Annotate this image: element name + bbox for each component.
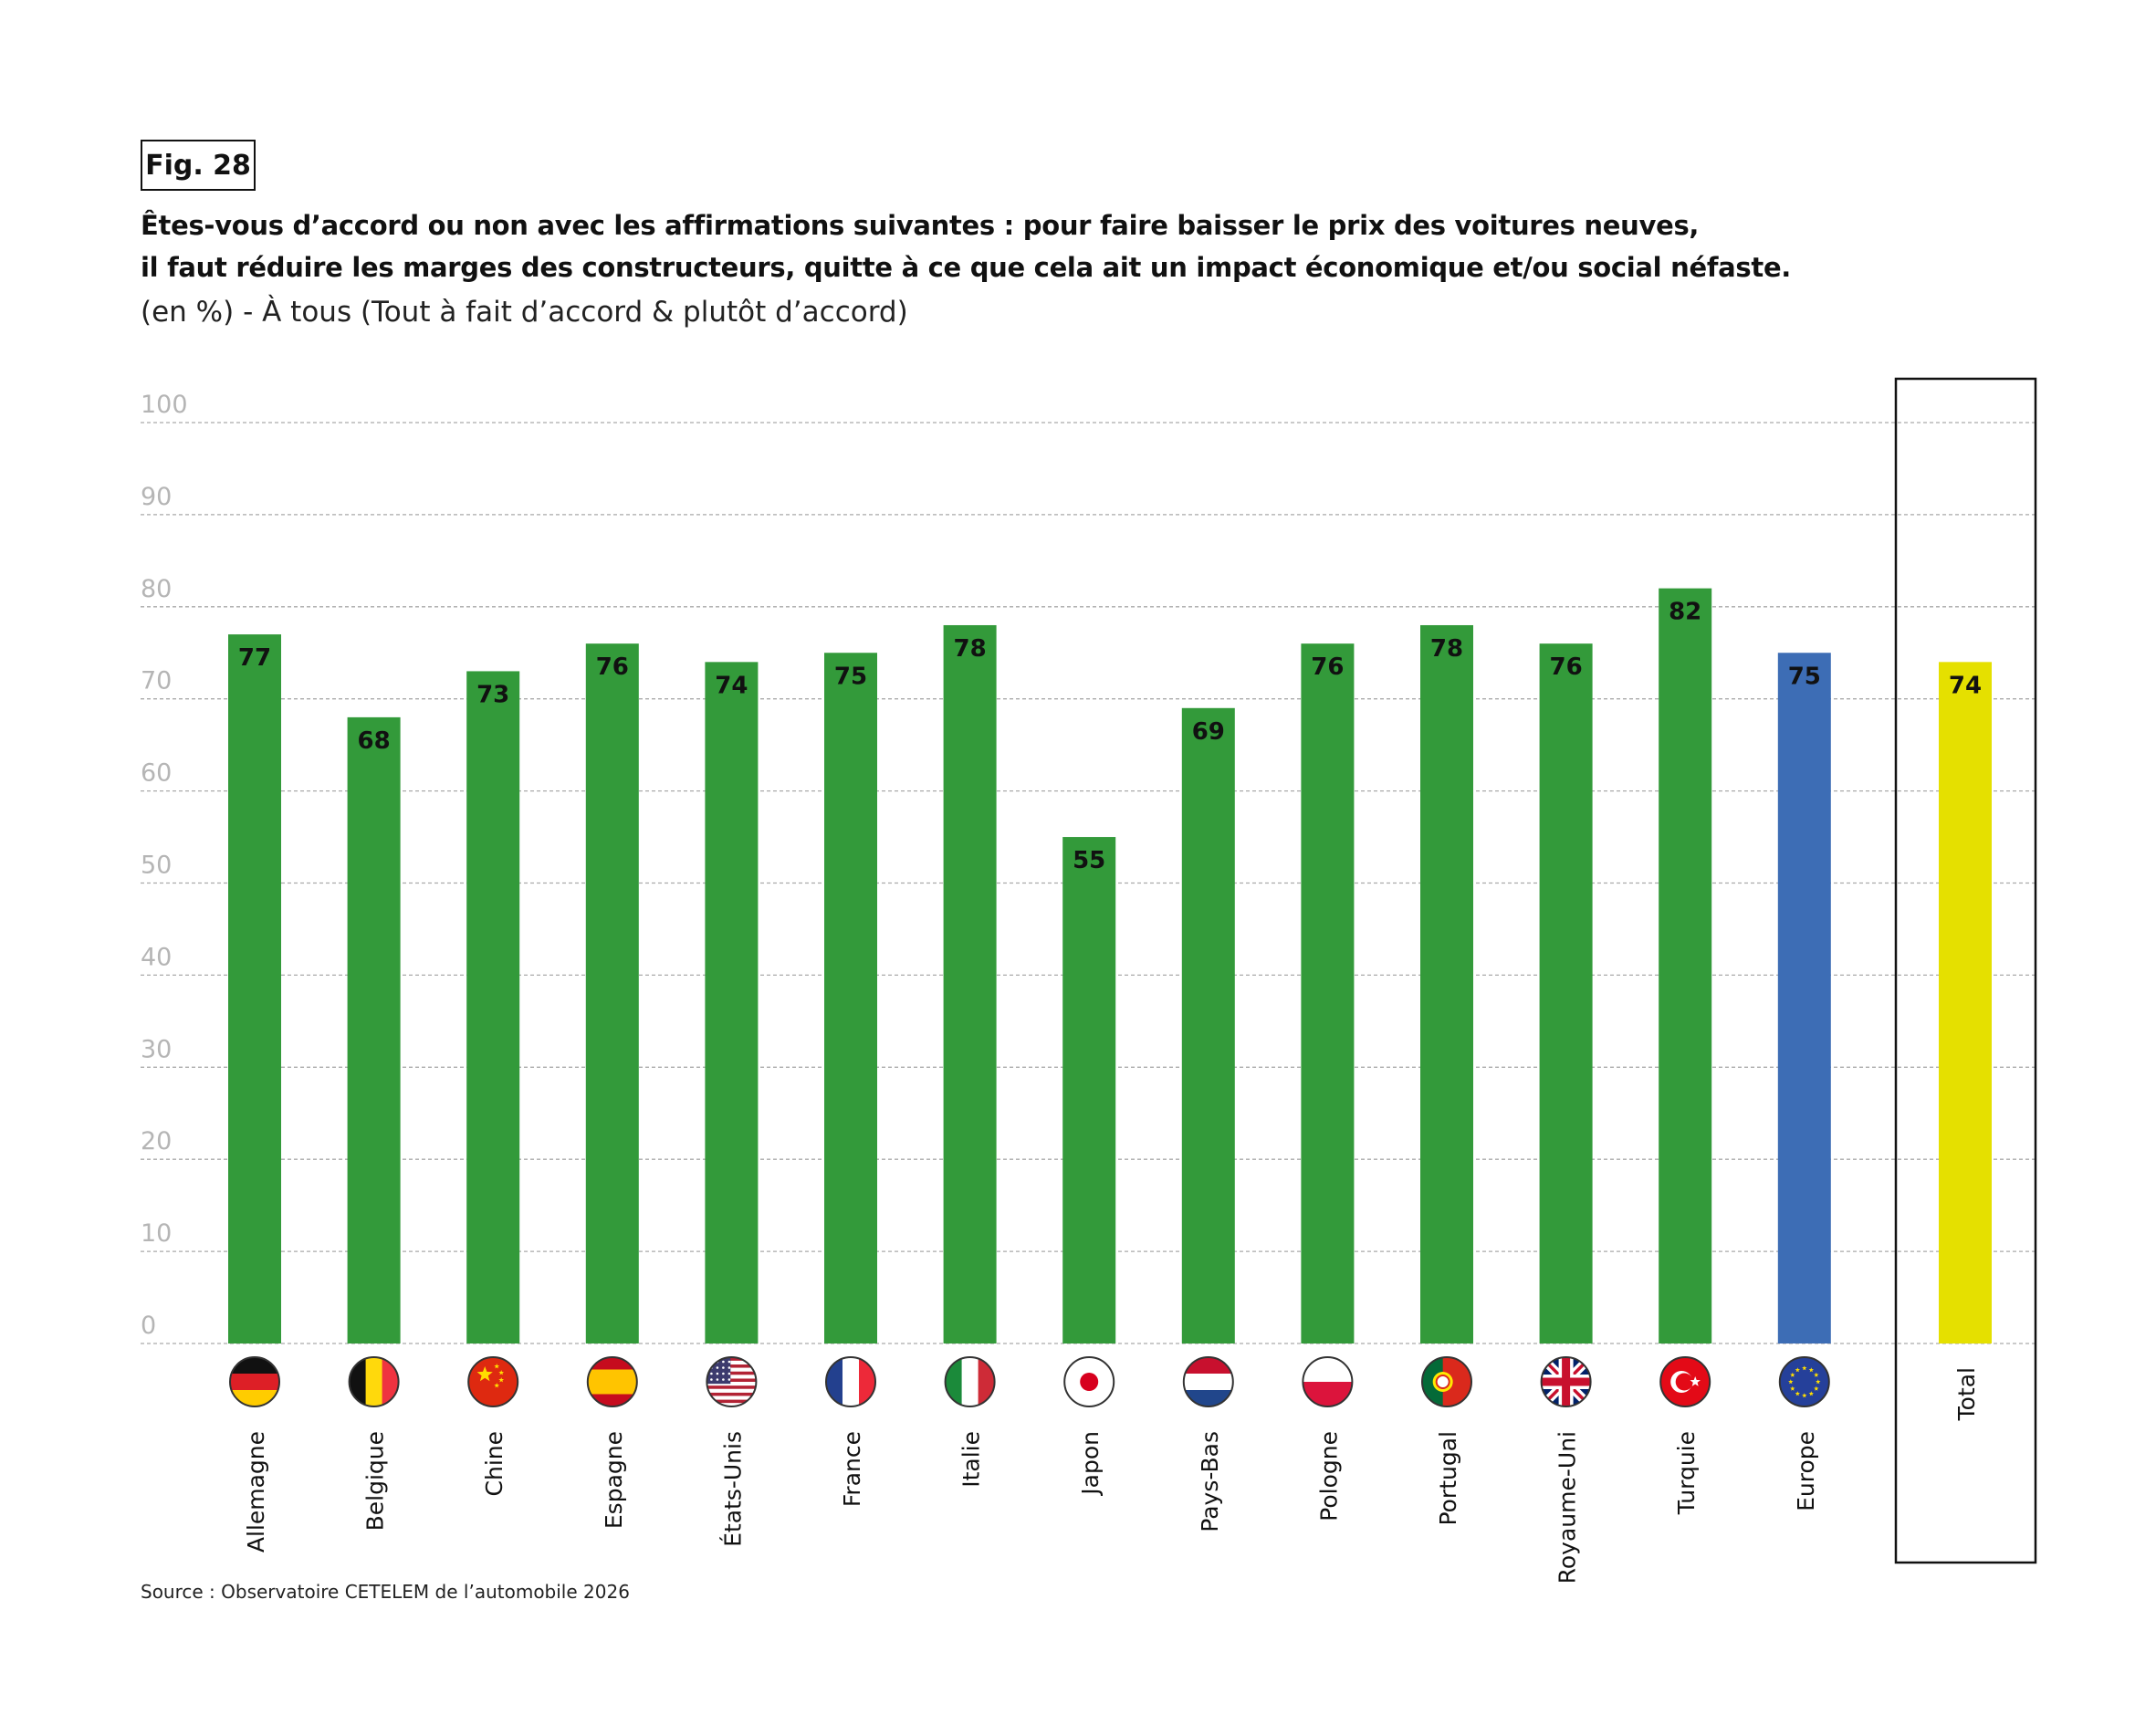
- y-tick-label: 10: [141, 1219, 172, 1248]
- turkey-flag: [1659, 1356, 1711, 1407]
- data-label: 76: [1550, 653, 1583, 681]
- data-label: 76: [596, 653, 629, 681]
- y-tick-label: 80: [141, 575, 172, 603]
- y-tick-label: 70: [141, 667, 172, 695]
- y-tick-label: 100: [141, 391, 188, 419]
- y-tick-label: 0: [141, 1312, 156, 1340]
- data-label: 55: [1073, 847, 1105, 874]
- data-label: 68: [358, 727, 391, 755]
- spain-flag: [586, 1356, 638, 1407]
- bar: [347, 716, 401, 1343]
- data-label: 78: [1430, 635, 1463, 663]
- chart-title-line-2: il faut réduire les marges des construct…: [141, 252, 1792, 283]
- x-tick-label: Espagne: [601, 1431, 627, 1529]
- bars: 77 68 73 76 74 75 78 55 69 76 78 76 82 75 74: [228, 588, 1992, 1343]
- data-label: 75: [834, 663, 867, 690]
- bar: [228, 634, 281, 1343]
- bar: [1301, 643, 1355, 1343]
- belgium-flag: [348, 1356, 400, 1407]
- poland-flag: [1302, 1356, 1354, 1407]
- data-label: 73: [476, 681, 509, 708]
- france-flag: [825, 1356, 876, 1407]
- eu-flag: [1778, 1356, 1830, 1407]
- total-highlight-frame: [1894, 377, 2037, 1564]
- y-tick-label: 90: [141, 483, 172, 511]
- flags: [229, 1356, 1830, 1407]
- bar: [1659, 588, 1712, 1343]
- bar: [943, 624, 997, 1343]
- japan-flag: [1063, 1356, 1115, 1407]
- bar: [1420, 624, 1473, 1343]
- x-tick-label: Royaume-Uni: [1554, 1431, 1581, 1584]
- data-label: 75: [1788, 663, 1821, 690]
- x-tick-label: Portugal: [1435, 1431, 1461, 1526]
- bar: [824, 653, 877, 1343]
- y-tick-label: 40: [141, 943, 172, 971]
- chart-subtitle: (en %) - À tous (Tout à fait d’accord & …: [141, 296, 908, 329]
- x-tick-label: Japon: [1077, 1431, 1104, 1497]
- category-labels: Allemagne Belgique Chine Espagne États-Unis F…: [243, 1367, 1980, 1584]
- x-tick-label: Chine: [481, 1431, 508, 1496]
- x-tick-label: Turquie: [1673, 1431, 1700, 1515]
- source-note: Source : Observatoire CETELEM de l’autom…: [141, 1581, 630, 1603]
- bar: [1939, 662, 1992, 1343]
- x-tick-label: Total: [1953, 1367, 1980, 1421]
- y-tick-label: 30: [141, 1035, 172, 1063]
- x-tick-label: Pays-Bas: [1197, 1431, 1223, 1532]
- y-tick-label: 20: [141, 1127, 172, 1155]
- data-label: 77: [238, 644, 271, 672]
- data-label: 78: [954, 635, 987, 663]
- data-label: 74: [1949, 672, 1982, 699]
- data-label: 82: [1669, 599, 1701, 626]
- data-label: 76: [1311, 653, 1344, 681]
- bar: [705, 662, 759, 1343]
- x-tick-label: Belgique: [362, 1431, 389, 1531]
- y-tick-label: 50: [141, 852, 172, 880]
- usa-flag: [706, 1356, 758, 1407]
- italy-flag: [944, 1356, 996, 1407]
- bar: [1062, 837, 1116, 1343]
- netherlands-flag: [1182, 1356, 1234, 1407]
- chart-title-line-1: Êtes-vous d’accord ou non avec les affir…: [141, 210, 1700, 241]
- figure-label: Fig. 28: [141, 140, 256, 191]
- bar: [1777, 653, 1831, 1343]
- x-tick-label: Pologne: [1315, 1431, 1342, 1521]
- portugal-flag: [1421, 1356, 1472, 1407]
- x-tick-label: Allemagne: [243, 1431, 269, 1552]
- germany-flag: [229, 1356, 280, 1407]
- bar: [466, 671, 520, 1343]
- x-tick-label: Italie: [958, 1431, 985, 1488]
- uk-flag: [1540, 1356, 1592, 1407]
- x-tick-label: Europe: [1793, 1431, 1819, 1511]
- x-tick-label: États-Unis: [719, 1431, 746, 1547]
- data-label: 69: [1192, 718, 1225, 746]
- bar: [1539, 643, 1593, 1343]
- y-tick-label: 60: [141, 759, 172, 788]
- china-flag: [467, 1356, 519, 1407]
- x-tick-label: France: [839, 1431, 865, 1507]
- data-label: 74: [715, 672, 748, 699]
- bar: [1181, 707, 1235, 1343]
- bar: [585, 643, 639, 1343]
